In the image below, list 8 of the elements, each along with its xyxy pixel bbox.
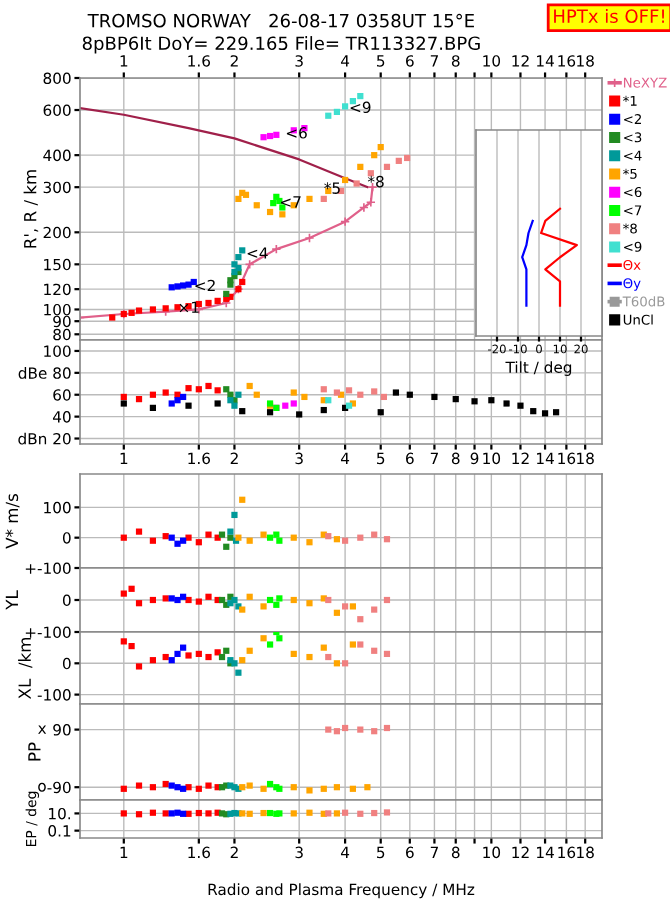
chart-title: TROMSO NORWAY 26-08-17 0358UT 15°E xyxy=(87,13,474,28)
text: HPTx is OFF! xyxy=(554,9,664,23)
y-axis-title: R', R / km xyxy=(23,170,39,248)
y-axis-title: V* m/s xyxy=(5,494,20,549)
y-axis-title: PP xyxy=(28,742,41,761)
y-axis-title: XL /km xyxy=(18,638,33,699)
chart-subtitle: 8pBP6It DoY= 229.165 File= TR113327.BPG xyxy=(82,36,480,54)
y-axis-title: YL xyxy=(5,590,18,610)
